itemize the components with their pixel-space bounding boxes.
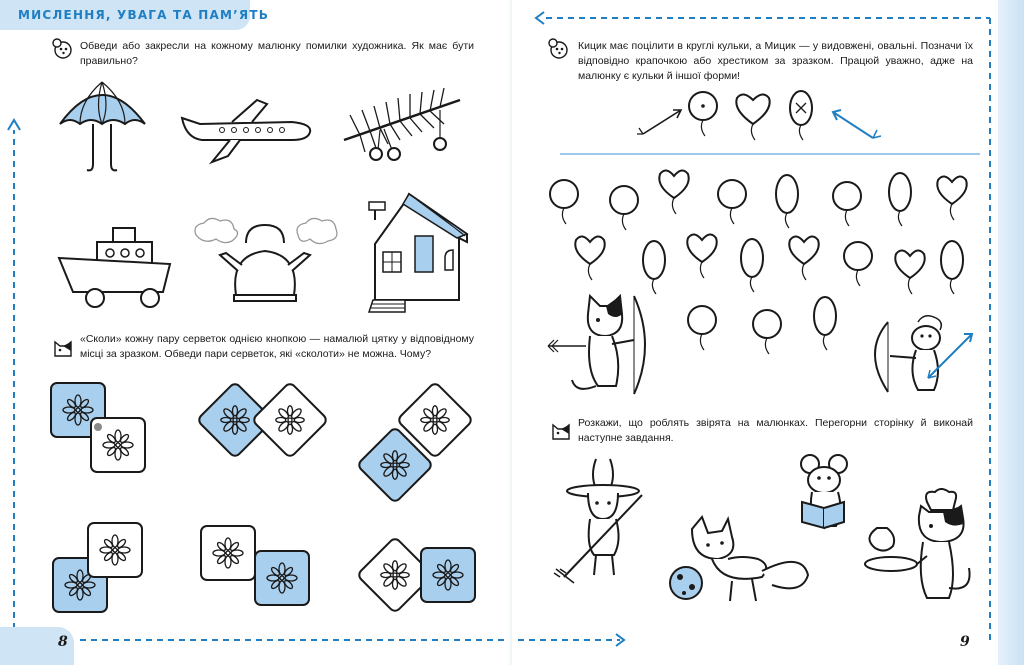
page-number-right: 9 <box>960 634 970 650</box>
mouse-archer-picture <box>874 315 974 393</box>
napkin-pair-1 <box>51 383 145 472</box>
page-number-left: 8 <box>58 634 68 650</box>
dashed-frame-left <box>7 118 504 641</box>
napkin-pair-2 <box>197 382 328 458</box>
header-band <box>0 0 250 30</box>
mouse-reading-picture <box>800 454 848 530</box>
divider-line <box>560 153 980 155</box>
task4-instructions: Розкажи, що роблять звірята на малюнках.… <box>578 417 973 444</box>
mouse-icon <box>52 38 72 59</box>
napkin-pair-3 <box>357 382 473 503</box>
napkin-pair-6 <box>357 537 475 613</box>
section-title: МИСЛЕННЯ, УВАГА ТА ПАМ’ЯТЬ <box>18 8 270 22</box>
cat-icon <box>54 340 72 357</box>
napkin-pairs <box>40 375 500 630</box>
mouse-icon <box>548 38 568 59</box>
airplane-picture <box>180 98 312 165</box>
napkin-pair-5 <box>201 526 309 605</box>
page-edge-decoration <box>998 0 1024 665</box>
page-right: Кицик має поцілити в круглі кульки, а Ми… <box>512 0 1024 665</box>
napkin-pair-4 <box>53 523 142 612</box>
task2-instructions: «Сколи» кожну пару серветок однією кнопк… <box>80 333 474 360</box>
fox-ball-picture <box>669 515 810 602</box>
task3-instructions: Кицик має поцілити в круглі кульки, а Ми… <box>578 40 973 82</box>
kettle-picture <box>194 217 338 302</box>
steamboat-picture <box>57 227 172 308</box>
sample-row <box>637 90 882 141</box>
bunny-raking-picture <box>553 458 643 584</box>
cat-icon <box>552 423 570 440</box>
cat-chef-picture <box>864 488 971 599</box>
cat-archer-picture <box>547 293 646 395</box>
task1-instructions: Обведи або закресли на кожному малюнку п… <box>80 40 474 67</box>
page-left: МИСЛЕННЯ, УВАГА ТА ПАМ’ЯТЬ Обведи або за… <box>0 0 504 665</box>
dashed-frame-right <box>518 11 991 647</box>
pine-branch-picture <box>343 87 461 161</box>
page-number-band <box>0 627 74 665</box>
house-picture <box>367 192 469 313</box>
umbrella-picture <box>59 81 146 172</box>
